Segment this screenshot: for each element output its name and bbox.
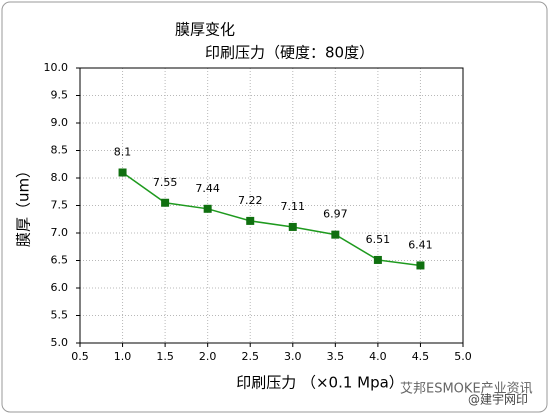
plot-area	[79, 67, 464, 344]
x-tick-label: 1.0	[114, 350, 132, 363]
x-tick-label: 4.0	[369, 350, 387, 363]
x-tick-label: 3.0	[284, 350, 302, 363]
watermark: 艾邦ESMOKE产业资讯	[400, 382, 533, 397]
y-tick-label: 6.0	[51, 281, 69, 294]
y-tick-label: 9.5	[51, 89, 69, 102]
x-axis-label: 印刷压力 （×0.1 Mpa）	[236, 374, 404, 392]
data-point	[416, 261, 425, 270]
chart-subtitle: 印刷压力（硬度：80度）	[205, 44, 374, 62]
y-tick-label: 10.0	[44, 61, 69, 74]
data-label: 7.11	[281, 200, 306, 213]
data-label: 7.44	[195, 182, 220, 195]
y-tick-label: 6.5	[51, 254, 69, 267]
data-point	[331, 230, 340, 239]
x-tick-label: 2.5	[241, 350, 259, 363]
data-point	[288, 222, 297, 231]
x-tick-label: 1.5	[156, 350, 174, 363]
data-label: 6.97	[323, 208, 348, 221]
data-label: 6.41	[408, 238, 433, 251]
y-tick-label: 8.0	[51, 171, 69, 184]
y-tick-label: 8.5	[51, 144, 69, 157]
y-tick-label: 5.0	[51, 336, 69, 349]
y-tick-label: 9.0	[51, 116, 69, 129]
x-tick-label: 0.5	[71, 350, 89, 363]
chart-title: 膜厚变化	[175, 21, 235, 39]
data-point	[246, 216, 255, 225]
data-label: 8.1	[114, 146, 132, 159]
data-point	[373, 255, 382, 264]
x-tick-label: 2.0	[199, 350, 217, 363]
data-point	[118, 168, 127, 177]
y-tick-label: 7.0	[51, 226, 69, 239]
x-tick-label: 5.0	[454, 350, 472, 363]
watermark: @建宇网印	[468, 393, 528, 407]
x-tick-label: 4.5	[412, 350, 430, 363]
data-point	[161, 198, 170, 207]
data-label: 6.51	[366, 233, 391, 246]
data-label: 7.22	[238, 194, 263, 207]
series-line	[122, 171, 421, 267]
y-tick-label: 5.5	[51, 309, 69, 322]
y-tick-label: 7.5	[51, 199, 69, 212]
data-point	[203, 204, 212, 213]
y-axis-label: 膜厚（um）	[15, 163, 33, 247]
x-tick-label: 3.5	[327, 350, 345, 363]
data-label: 7.55	[153, 176, 178, 189]
